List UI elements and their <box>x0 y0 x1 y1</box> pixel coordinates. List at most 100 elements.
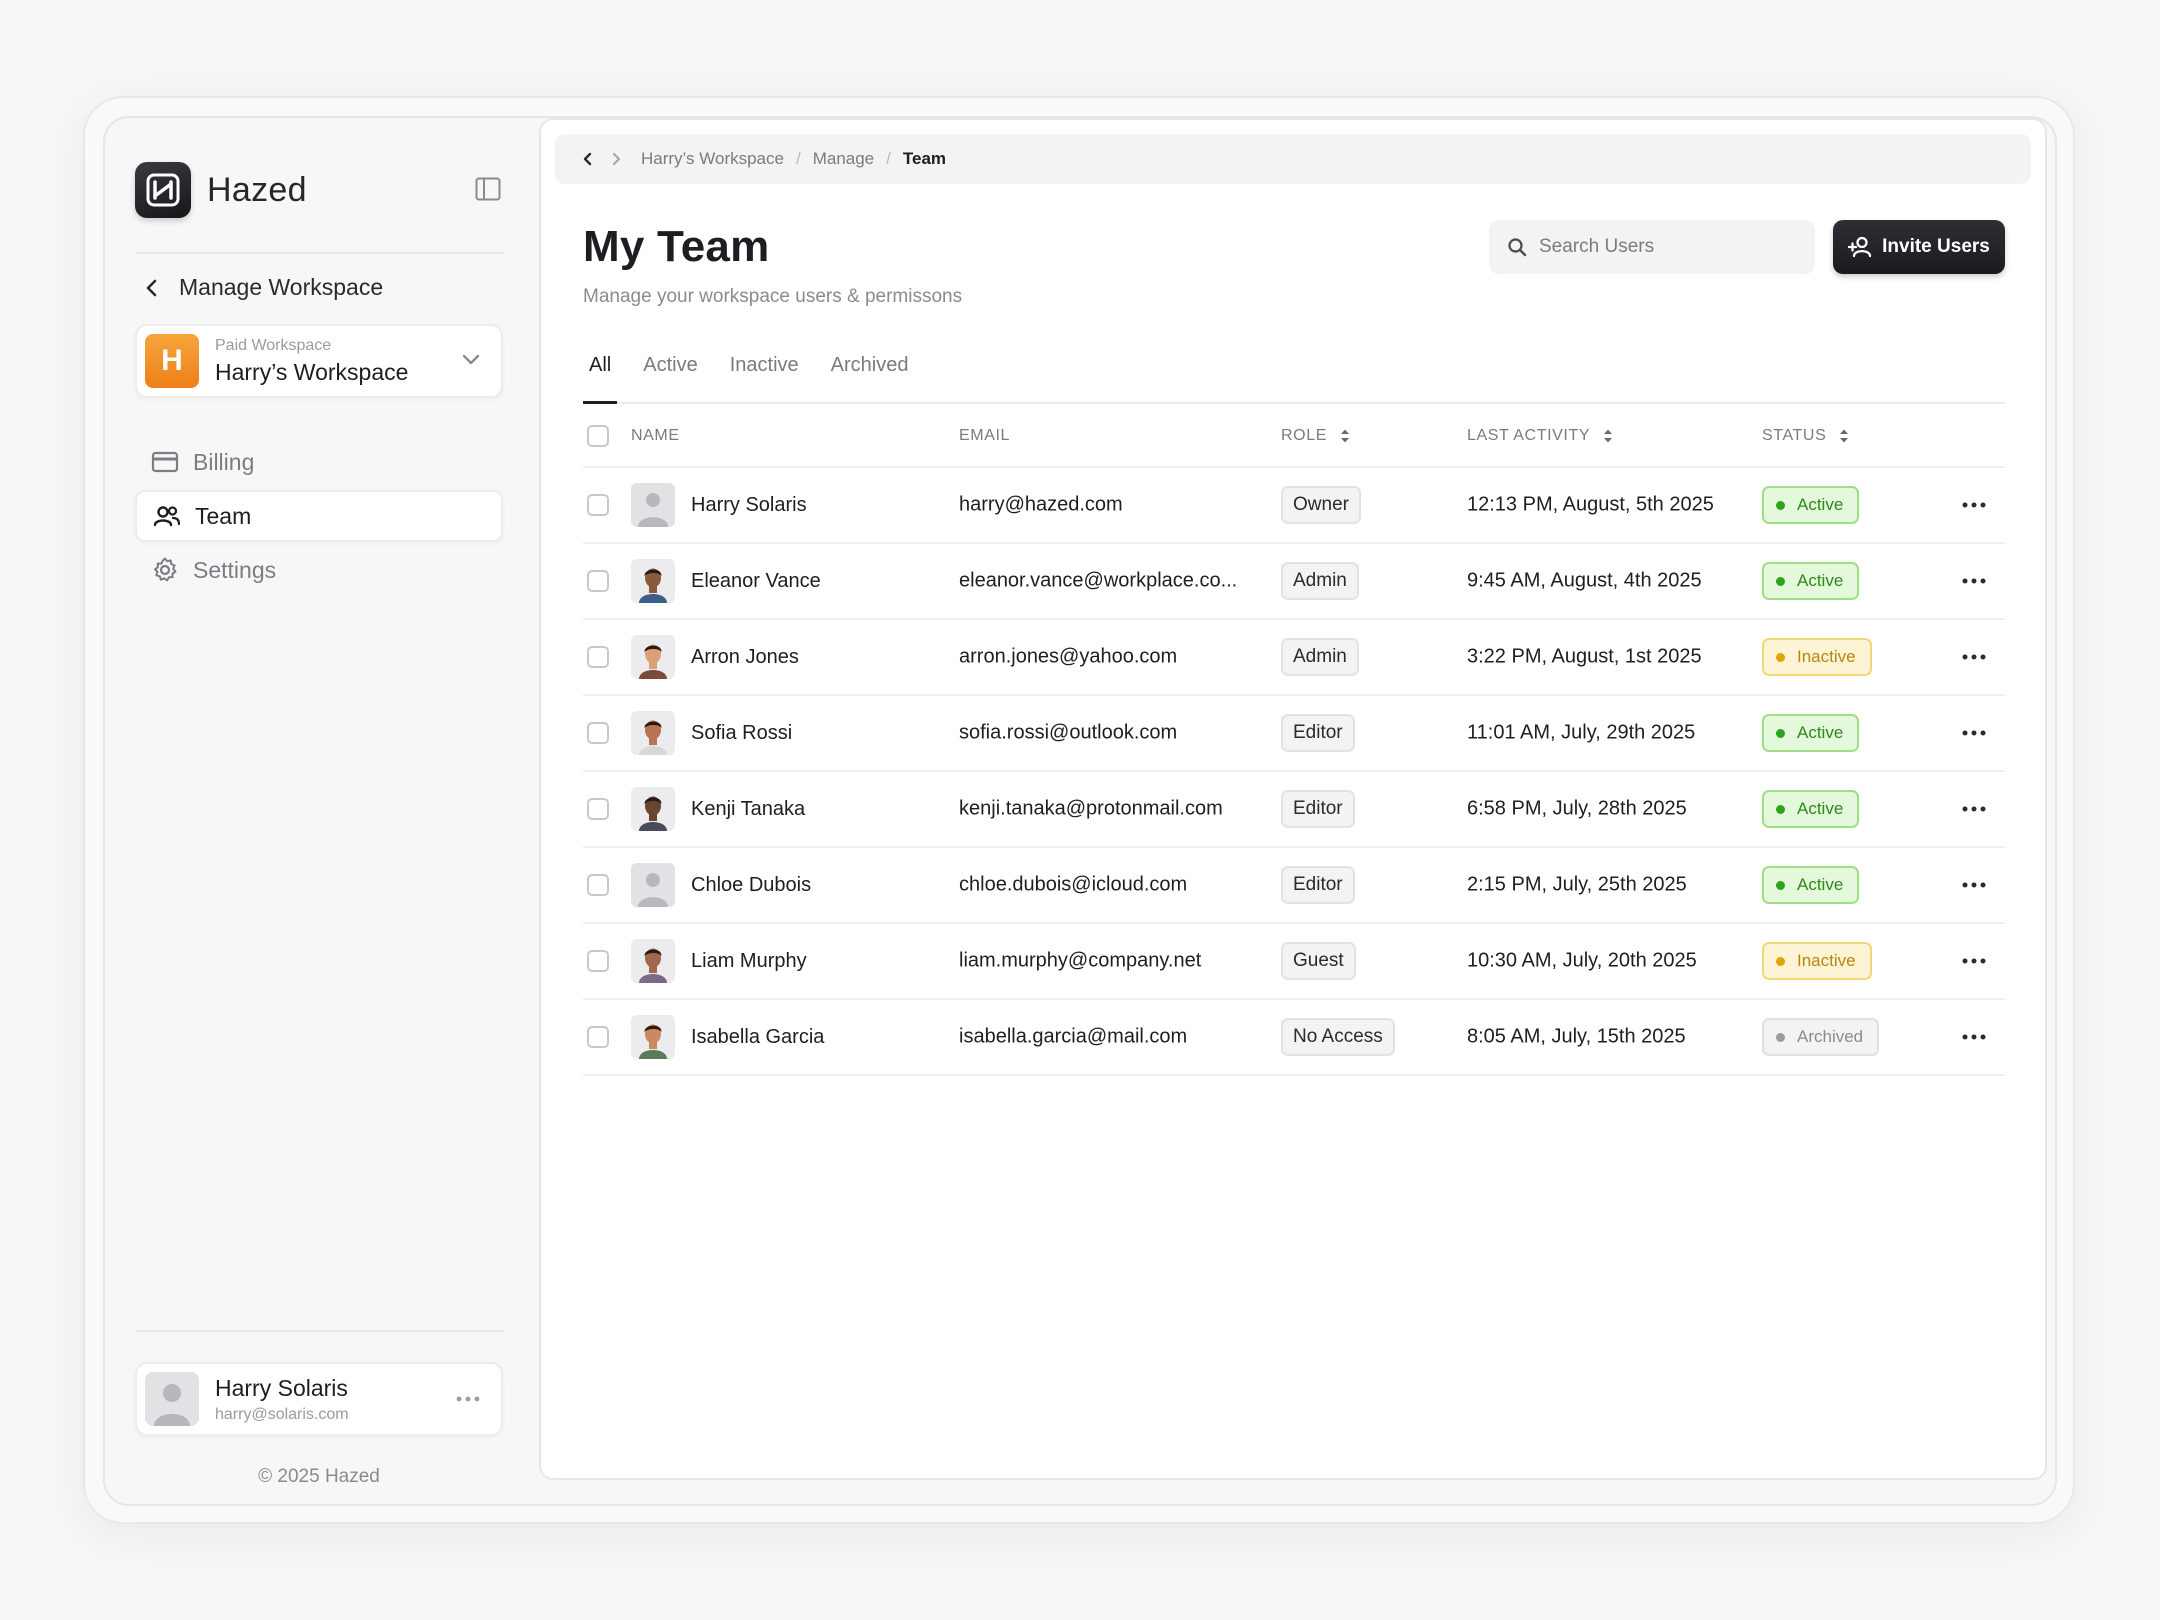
table-row[interactable]: Kenji Tanaka kenji.tanaka@protonmail.com E… <box>583 772 2005 848</box>
status-label: Active <box>1797 571 1844 590</box>
user-photo-icon <box>631 939 675 983</box>
back-label: Manage Workspace <box>179 274 384 300</box>
table-row[interactable]: Chloe Dubois chloe.dubois@icloud.com Edito… <box>583 848 2005 924</box>
user-photo-icon <box>631 559 675 603</box>
row-actions-button[interactable] <box>1957 1022 1991 1052</box>
workspace-switcher[interactable]: H Paid Workspace Harry’s Workspace <box>135 324 503 398</box>
row-actions-button[interactable] <box>1957 794 1991 824</box>
users-icon <box>153 506 181 527</box>
role-badge: Guest <box>1281 942 1356 980</box>
user-email: sofia.rossi@outlook.com <box>959 721 1178 744</box>
status-label: Active <box>1797 495 1844 514</box>
column-header-last-activity: LAST ACTIVITY <box>1467 427 1591 444</box>
sidebar-item-billing[interactable]: Billing <box>135 436 503 488</box>
hazed-logo-icon <box>135 162 191 218</box>
tab-inactive[interactable]: Inactive <box>729 354 799 376</box>
sidebar-divider <box>135 252 503 254</box>
status-label: Archived <box>1797 1027 1864 1046</box>
more-horizontal-icon <box>1962 654 1986 660</box>
status-dot <box>1776 500 1785 510</box>
table-row[interactable]: Arron Jones arron.jones@yahoo.com Admin 3:2… <box>583 620 2005 696</box>
status-dot <box>1776 880 1785 890</box>
status-label: Active <box>1797 723 1844 742</box>
sidebar-toggle-button[interactable] <box>473 174 503 204</box>
avatar <box>145 1372 199 1426</box>
sort-icon[interactable] <box>1602 427 1614 445</box>
row-checkbox[interactable] <box>587 646 609 668</box>
last-activity: 6:58 PM, July, 28th 2025 <box>1467 797 1687 820</box>
row-actions-button[interactable] <box>1957 870 1991 900</box>
table-header: NAME EMAIL ROLE LAST ACTIVITY STATUS <box>583 406 2005 468</box>
row-checkbox[interactable] <box>587 798 609 820</box>
status-dot <box>1776 576 1785 586</box>
tab-all[interactable]: All <box>583 342 618 404</box>
status-badge: Active <box>1762 714 1860 752</box>
sidebar-divider <box>135 1330 503 1332</box>
nav-forward-button[interactable] <box>605 148 627 170</box>
last-activity: 12:13 PM, August, 5th 2025 <box>1467 493 1714 516</box>
status-dot <box>1776 956 1785 966</box>
breadcrumb-manage[interactable]: Manage <box>812 149 875 168</box>
avatar <box>631 939 675 983</box>
table-row[interactable]: Sofia Rossi sofia.rossi@outlook.com Editor… <box>583 696 2005 772</box>
user-email: chloe.dubois@icloud.com <box>959 873 1188 896</box>
filter-tabs: All Active Inactive Archived <box>583 342 2005 404</box>
row-checkbox[interactable] <box>587 722 609 744</box>
row-checkbox[interactable] <box>587 950 609 972</box>
user-email: isabella.garcia@mail.com <box>959 1025 1188 1048</box>
sidebar: Hazed Manage Workspace H Paid Workspace <box>105 118 525 1504</box>
breadcrumb-workspace[interactable]: Harry’s Workspace <box>641 149 784 168</box>
nav-back-button[interactable] <box>577 148 599 170</box>
row-actions-button[interactable] <box>1957 642 1991 672</box>
user-placeholder-icon <box>631 483 675 527</box>
users-table: NAME EMAIL ROLE LAST ACTIVITY STATUS Har… <box>583 406 2005 1076</box>
row-checkbox[interactable] <box>587 494 609 516</box>
status-dot <box>1776 804 1785 814</box>
last-activity: 3:22 PM, August, 1st 2025 <box>1467 645 1702 668</box>
user-photo-icon <box>631 711 675 755</box>
user-menu-button[interactable] <box>453 1386 483 1412</box>
row-actions-button[interactable] <box>1957 718 1991 748</box>
chevron-left-icon <box>146 279 157 296</box>
sort-icon[interactable] <box>1838 427 1850 445</box>
user-photo-icon <box>631 635 675 679</box>
invite-users-button[interactable]: Invite Users <box>1833 220 2005 274</box>
table-row[interactable]: Isabella Garcia isabella.garcia@mail.com N… <box>583 1000 2005 1076</box>
row-actions-button[interactable] <box>1957 490 1991 520</box>
row-checkbox[interactable] <box>587 1026 609 1048</box>
row-checkbox[interactable] <box>587 874 609 896</box>
table-row[interactable]: Eleanor Vance eleanor.vance@workplace.co.… <box>583 544 2005 620</box>
table-row[interactable]: Harry Solaris harry@hazed.com Owner 12:13 P… <box>583 468 2005 544</box>
select-all-checkbox[interactable] <box>587 425 609 447</box>
row-actions-button[interactable] <box>1957 946 1991 976</box>
user-email: eleanor.vance@workplace.co... <box>959 569 1238 592</box>
sidebar-nav: Billing Team Settings <box>135 436 503 598</box>
avatar <box>631 863 675 907</box>
avatar <box>631 787 675 831</box>
sidebar-item-team[interactable]: Team <box>135 490 503 542</box>
status-label: Inactive <box>1797 951 1856 970</box>
sidebar-item-label: Settings <box>193 556 277 583</box>
status-dot <box>1776 652 1785 662</box>
current-user-card[interactable]: Harry Solaris harry@solaris.com <box>135 1362 503 1436</box>
table-row[interactable]: Liam Murphy liam.murphy@company.net Guest 1… <box>583 924 2005 1000</box>
user-name: Sofia Rossi <box>691 721 793 744</box>
back-manage-workspace[interactable]: Manage Workspace <box>145 274 383 301</box>
avatar <box>631 711 675 755</box>
invite-users-label: Invite Users <box>1882 236 1990 257</box>
row-checkbox[interactable] <box>587 570 609 592</box>
sidebar-item-settings[interactable]: Settings <box>135 544 503 596</box>
status-badge: Active <box>1762 486 1860 524</box>
status-badge: Active <box>1762 866 1860 904</box>
search-icon <box>1508 238 1527 257</box>
page-title: My Team <box>583 222 770 271</box>
more-horizontal-icon <box>1962 502 1986 508</box>
tab-active[interactable]: Active <box>643 354 698 376</box>
row-actions-button[interactable] <box>1957 566 1991 596</box>
status-label: Active <box>1797 799 1844 818</box>
search-input[interactable] <box>1539 236 1789 258</box>
sort-icon[interactable] <box>1339 427 1351 445</box>
avatar <box>631 635 675 679</box>
user-name: Harry Solaris <box>691 493 807 516</box>
tab-archived[interactable]: Archived <box>830 354 909 376</box>
